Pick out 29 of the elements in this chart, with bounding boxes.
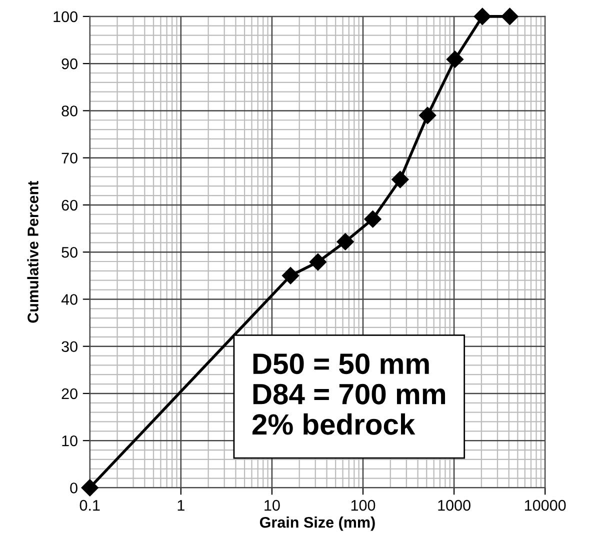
y-tick-label: 100 [54,11,78,22]
y-tick-label: 40 [61,294,78,305]
x-tick-label: 10000 [525,500,566,511]
point [474,8,491,25]
point [282,267,300,284]
point [419,106,436,124]
y-tick-label: 80 [62,106,78,116]
point [309,253,326,271]
y-tick-label: 90 [62,58,78,70]
x-tick-label: 1000 [438,500,470,511]
point [336,233,354,250]
x-tick-label: 1 [178,500,184,511]
y-tick-label: 30 [62,341,78,352]
annotation: D50 = 50 mm D84 = 700 mm 2% bedrock [252,353,446,435]
point [364,210,382,228]
y-tick-label: 70 [62,152,78,164]
point [446,50,464,68]
x-tick-label: 10 [264,500,280,511]
y-tick-label: 10 [62,435,78,446]
y-tick-label: 60 [62,200,78,211]
x-axis-title: Grain Size (mm) [260,516,375,531]
point [501,8,518,25]
x-tick-label: 0.1 [80,500,100,511]
y-tick-label: 20 [62,388,78,400]
y-axis-title: Cumulative Percent [27,180,38,323]
y-tick-label: 50 [62,246,78,258]
x-tick-label: 100 [351,500,376,511]
point [392,170,409,188]
y-tick-label: 0 [70,482,78,494]
